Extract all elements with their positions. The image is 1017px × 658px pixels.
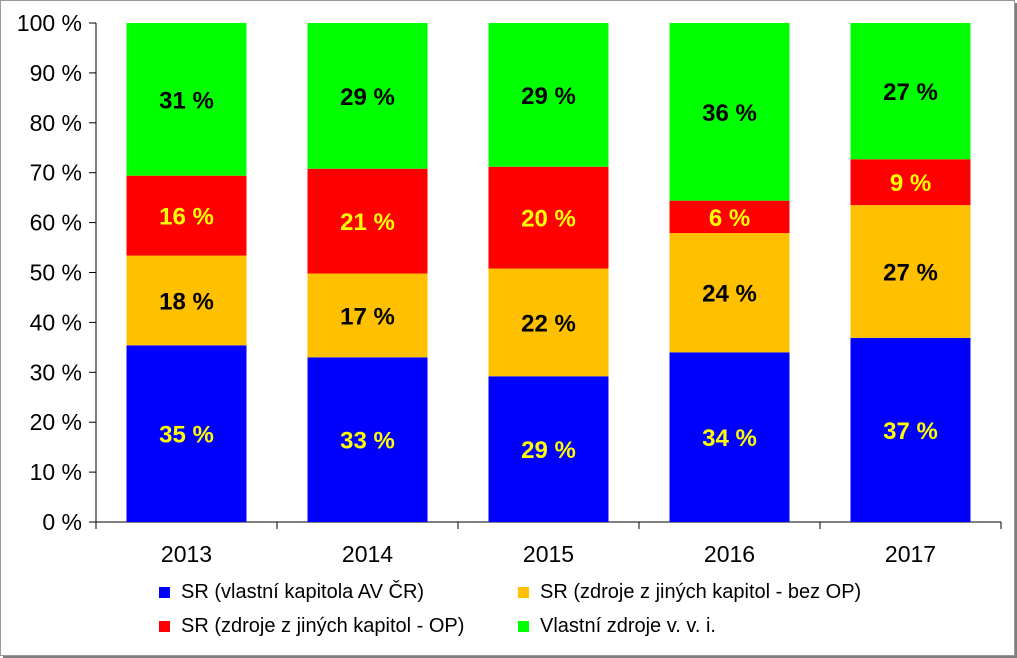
bar-segment bbox=[307, 23, 428, 169]
legend-label: SR (zdroje z jiných kapitol - OP) bbox=[181, 615, 464, 637]
bar-segment bbox=[126, 23, 247, 176]
bar-segment bbox=[126, 175, 247, 256]
x-tick-label: 2013 bbox=[161, 541, 212, 567]
x-tick-label: 2014 bbox=[342, 541, 393, 567]
x-tick-label: 2017 bbox=[885, 541, 936, 567]
y-tick-label: 70 % bbox=[30, 160, 82, 186]
data-label: 17 % bbox=[340, 303, 395, 330]
data-label: 29 % bbox=[521, 437, 576, 464]
legend-label: SR (vlastní kapitola AV ČR) bbox=[181, 580, 424, 603]
data-label: 29 % bbox=[521, 83, 576, 110]
y-tick-label: 100 % bbox=[17, 10, 82, 36]
bar-segment bbox=[307, 357, 428, 522]
data-label: 20 % bbox=[521, 206, 576, 233]
bar-segment bbox=[850, 205, 971, 338]
bar-segment bbox=[669, 23, 790, 201]
y-tick-label: 50 % bbox=[30, 260, 82, 286]
data-label: 18 % bbox=[159, 288, 214, 315]
data-label: 9 % bbox=[890, 170, 931, 197]
data-label: 34 % bbox=[702, 425, 757, 452]
bar-segment bbox=[669, 352, 790, 522]
bar-segment bbox=[488, 376, 609, 522]
bar-segment bbox=[488, 268, 609, 377]
x-tick-label: 2015 bbox=[523, 541, 574, 567]
bar-segment bbox=[488, 166, 609, 269]
legend-swatch bbox=[159, 621, 170, 632]
bar-segment bbox=[850, 159, 971, 206]
bar-segment bbox=[488, 23, 609, 167]
y-tick-label: 10 % bbox=[30, 459, 82, 485]
bar-segment bbox=[669, 200, 790, 234]
data-label: 36 % bbox=[702, 100, 757, 127]
data-label: 29 % bbox=[340, 84, 395, 111]
legend-swatch bbox=[518, 621, 529, 632]
data-label: 6 % bbox=[709, 205, 750, 232]
bar-segment bbox=[126, 255, 247, 346]
data-label: 21 % bbox=[340, 209, 395, 236]
bar-segment bbox=[850, 337, 971, 522]
data-label: 22 % bbox=[521, 310, 576, 337]
x-tick-label: 2016 bbox=[704, 541, 755, 567]
y-tick-label: 60 % bbox=[30, 210, 82, 236]
data-label: 27 % bbox=[883, 260, 938, 287]
legend-label: Vlastní zdroje v. v. i. bbox=[540, 615, 716, 637]
data-label: 35 % bbox=[159, 422, 214, 449]
y-tick-label: 90 % bbox=[30, 60, 82, 86]
y-tick-label: 30 % bbox=[30, 359, 82, 385]
legend-swatch bbox=[518, 587, 529, 598]
y-tick-label: 80 % bbox=[30, 110, 82, 136]
data-label: 33 % bbox=[340, 428, 395, 455]
data-label: 24 % bbox=[702, 281, 757, 308]
bar-segment bbox=[307, 168, 428, 274]
y-tick-label: 0 % bbox=[42, 509, 82, 535]
bar-segment bbox=[850, 23, 971, 160]
legend-swatch bbox=[159, 587, 170, 598]
data-label: 16 % bbox=[159, 204, 214, 231]
y-tick-label: 20 % bbox=[30, 409, 82, 435]
bar-segment bbox=[307, 273, 428, 358]
bar-segment bbox=[669, 233, 790, 353]
bar-segment bbox=[126, 345, 247, 522]
legend-label: SR (zdroje z jiných kapitol - bez OP) bbox=[540, 581, 861, 603]
data-label: 31 % bbox=[159, 87, 214, 114]
data-label: 27 % bbox=[883, 79, 938, 106]
y-tick-label: 40 % bbox=[30, 309, 82, 335]
data-label: 37 % bbox=[883, 418, 938, 445]
